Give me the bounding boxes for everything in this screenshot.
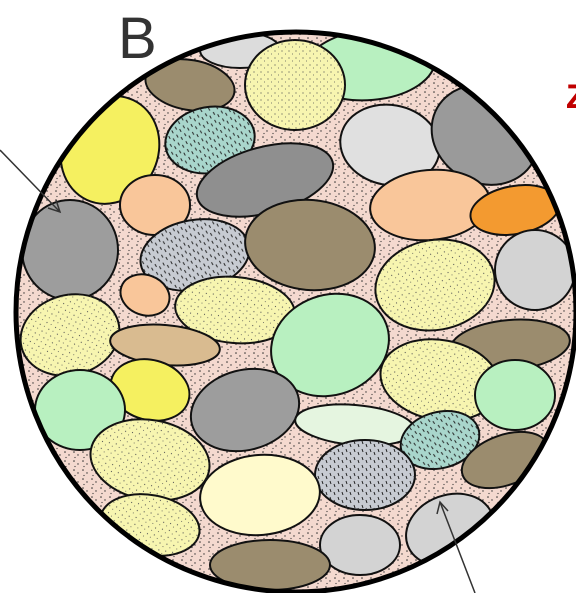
clast bbox=[494, 229, 576, 311]
clast bbox=[380, 339, 500, 421]
panel-label: B bbox=[118, 6, 157, 71]
clast bbox=[140, 219, 250, 291]
clast bbox=[245, 40, 345, 130]
clast bbox=[189, 367, 301, 453]
clast bbox=[175, 276, 295, 344]
clast bbox=[270, 292, 390, 398]
clast bbox=[400, 411, 480, 469]
section-outline bbox=[13, 29, 576, 593]
clast bbox=[315, 440, 415, 510]
clast bbox=[199, 453, 321, 537]
arrows bbox=[0, 149, 476, 593]
side-label: Z bbox=[566, 78, 576, 116]
clast bbox=[474, 359, 556, 431]
clast bbox=[119, 273, 171, 317]
clast bbox=[20, 294, 120, 376]
clast bbox=[21, 199, 119, 301]
clast bbox=[375, 239, 495, 331]
clast bbox=[244, 198, 376, 292]
clast bbox=[90, 419, 210, 501]
clast bbox=[319, 514, 401, 576]
